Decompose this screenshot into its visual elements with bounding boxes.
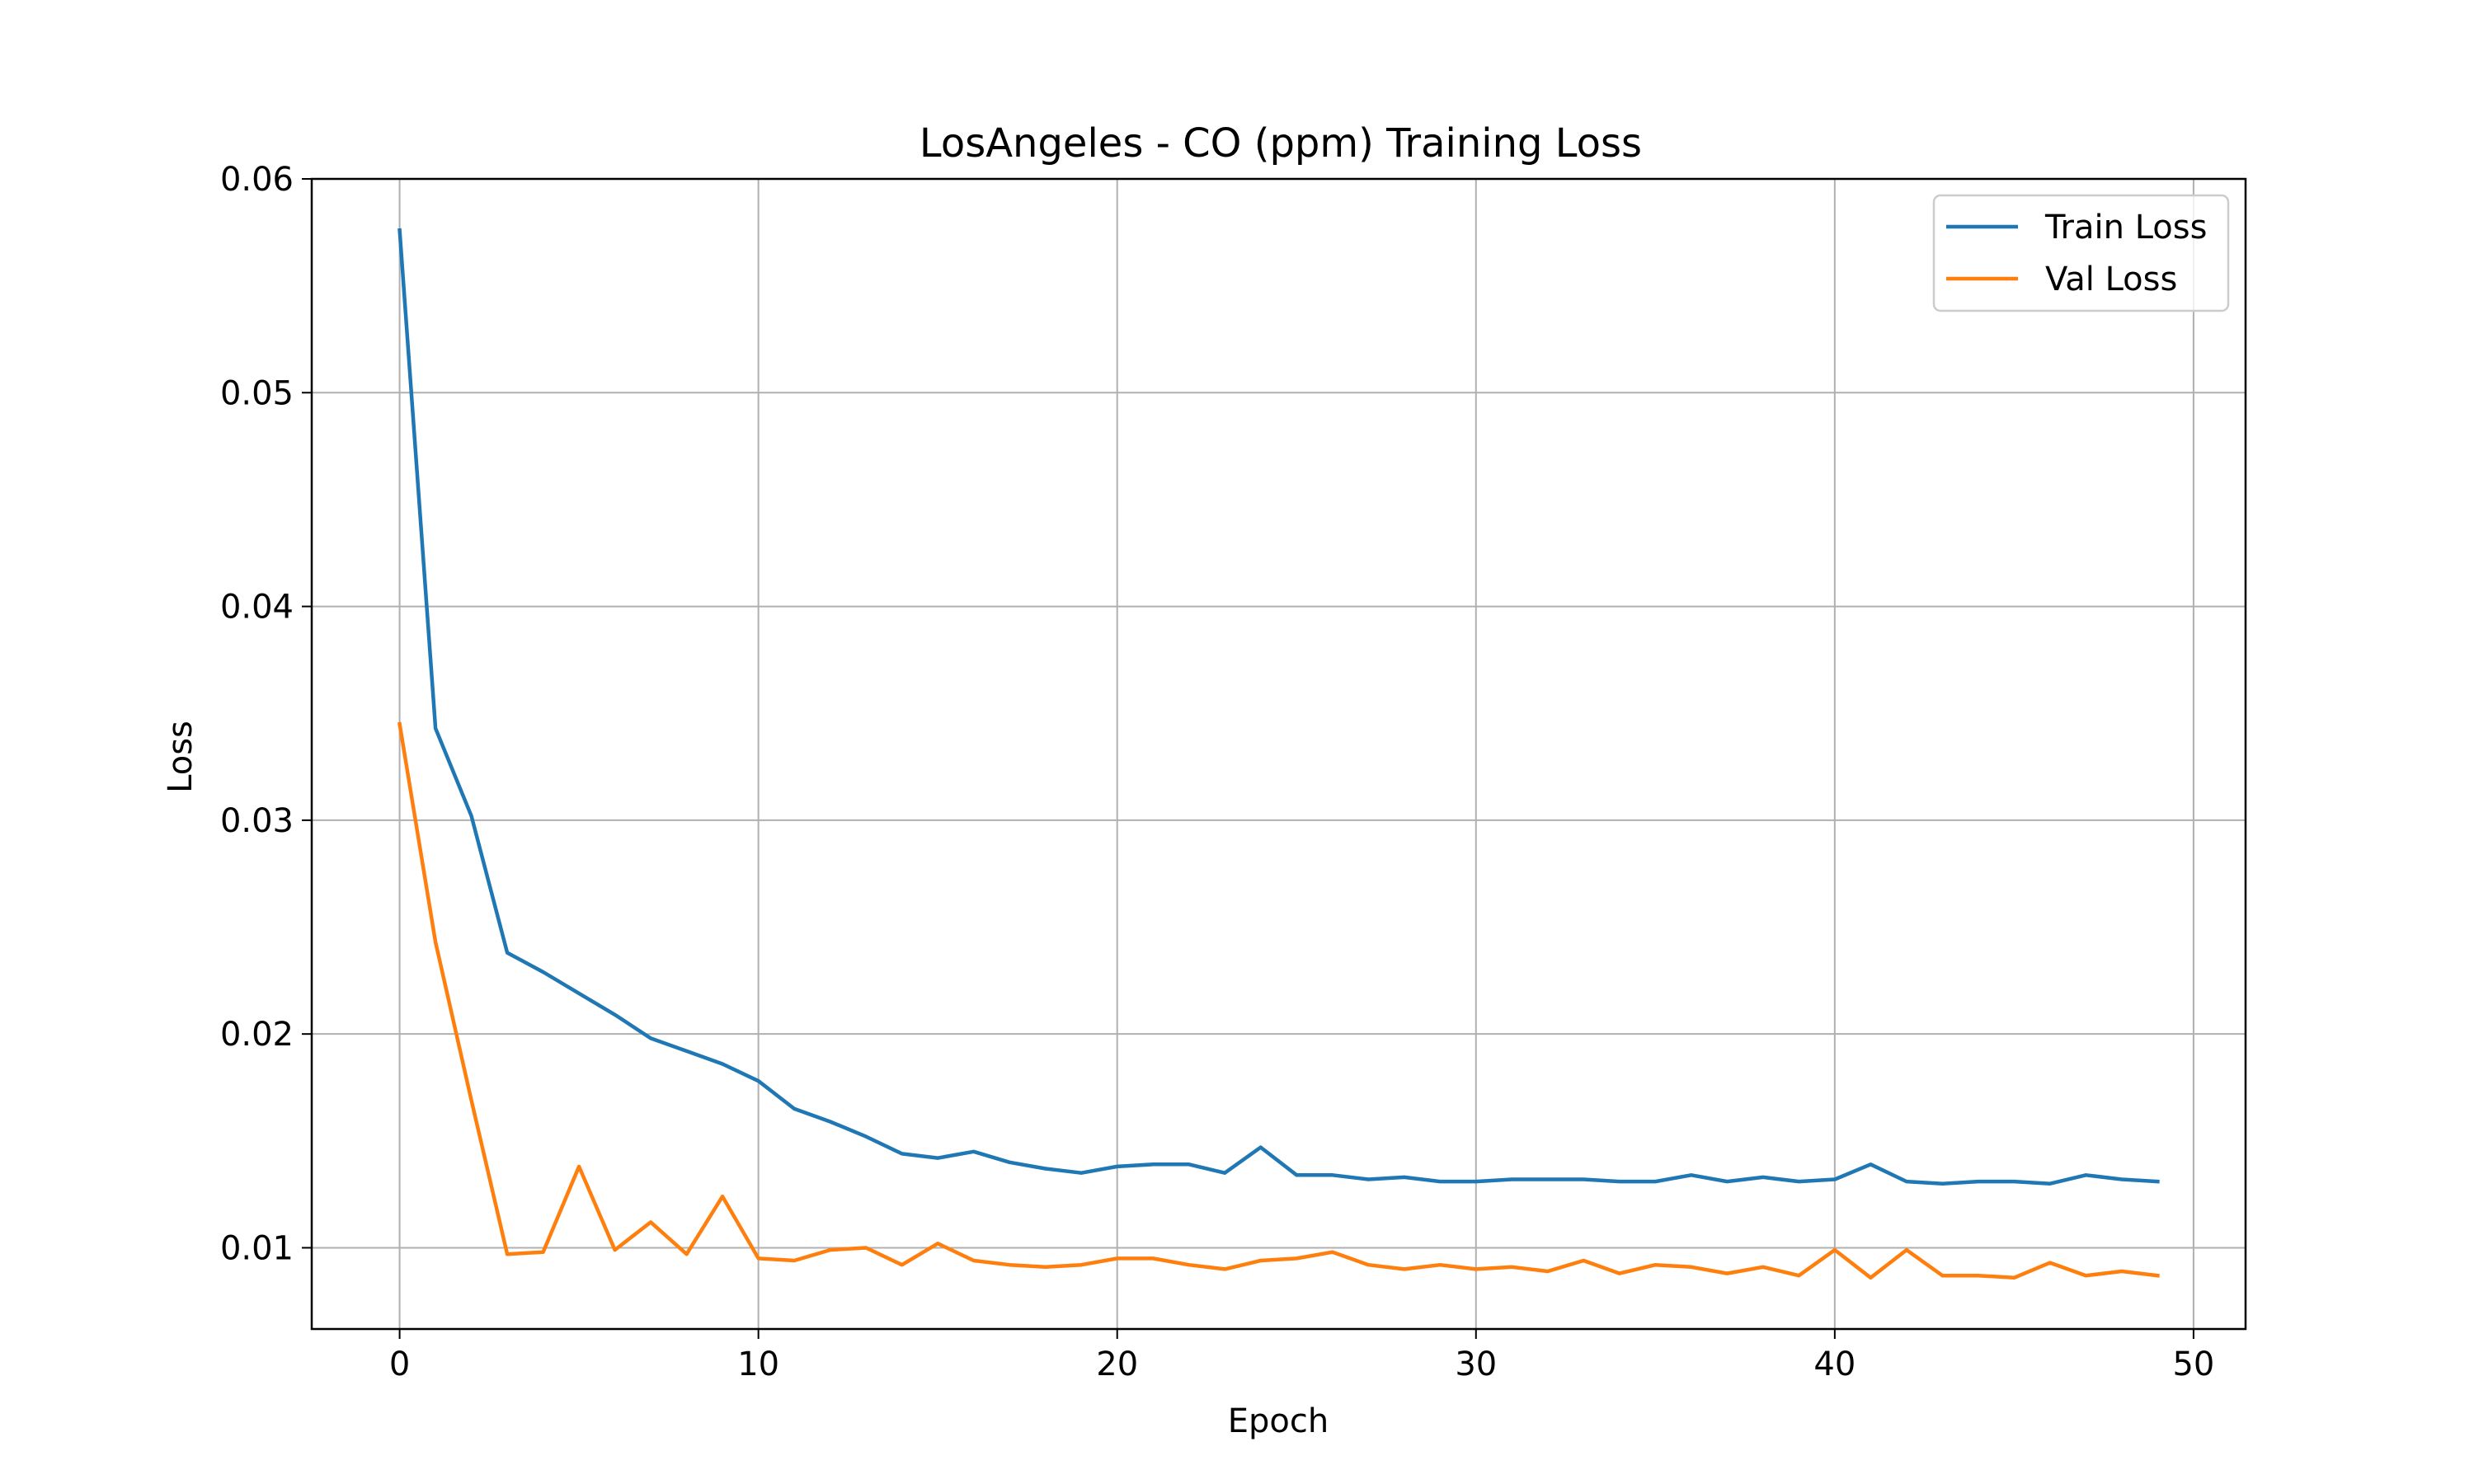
legend-label-train: Train Loss bbox=[2044, 209, 2207, 247]
y-axis-label: Loss bbox=[162, 721, 200, 793]
x-tick-label: 40 bbox=[1813, 1345, 1856, 1383]
series-layer bbox=[397, 228, 2160, 1280]
x-tick-label: 20 bbox=[1096, 1345, 1138, 1383]
x-tick-label: 0 bbox=[389, 1345, 410, 1383]
series-line-val-loss bbox=[397, 721, 2160, 1280]
plot-frame bbox=[310, 177, 2247, 1331]
y-tick-label: 0.04 bbox=[220, 589, 294, 627]
y-tick-label: 0.02 bbox=[220, 1016, 294, 1054]
series-line-train-loss bbox=[397, 228, 2160, 1186]
chart-title: LosAngeles - CO (ppm) Training Loss bbox=[920, 120, 1642, 167]
legend-label-val: Val Loss bbox=[2045, 261, 2177, 298]
y-tick-label: 0.05 bbox=[220, 374, 294, 412]
y-tick-label: 0.06 bbox=[220, 161, 294, 199]
legend-box bbox=[1932, 194, 2230, 312]
x-tick-label: 30 bbox=[1455, 1345, 1497, 1383]
x-tick-label: 10 bbox=[737, 1345, 779, 1383]
x-axis-label: Epoch bbox=[1228, 1402, 1329, 1440]
x-axis-ticks: 0 10 20 30 40 50 bbox=[389, 1329, 2214, 1383]
y-tick-label: 0.03 bbox=[220, 802, 294, 840]
y-tick-label: 0.01 bbox=[220, 1229, 294, 1267]
x-tick-label: 50 bbox=[2172, 1345, 2214, 1383]
grid-lines bbox=[312, 178, 2246, 1329]
y-axis-ticks: 0.01 0.02 0.03 0.04 0.05 0.06 bbox=[220, 161, 312, 1267]
legend: Train Loss Val Loss bbox=[1932, 194, 2230, 312]
